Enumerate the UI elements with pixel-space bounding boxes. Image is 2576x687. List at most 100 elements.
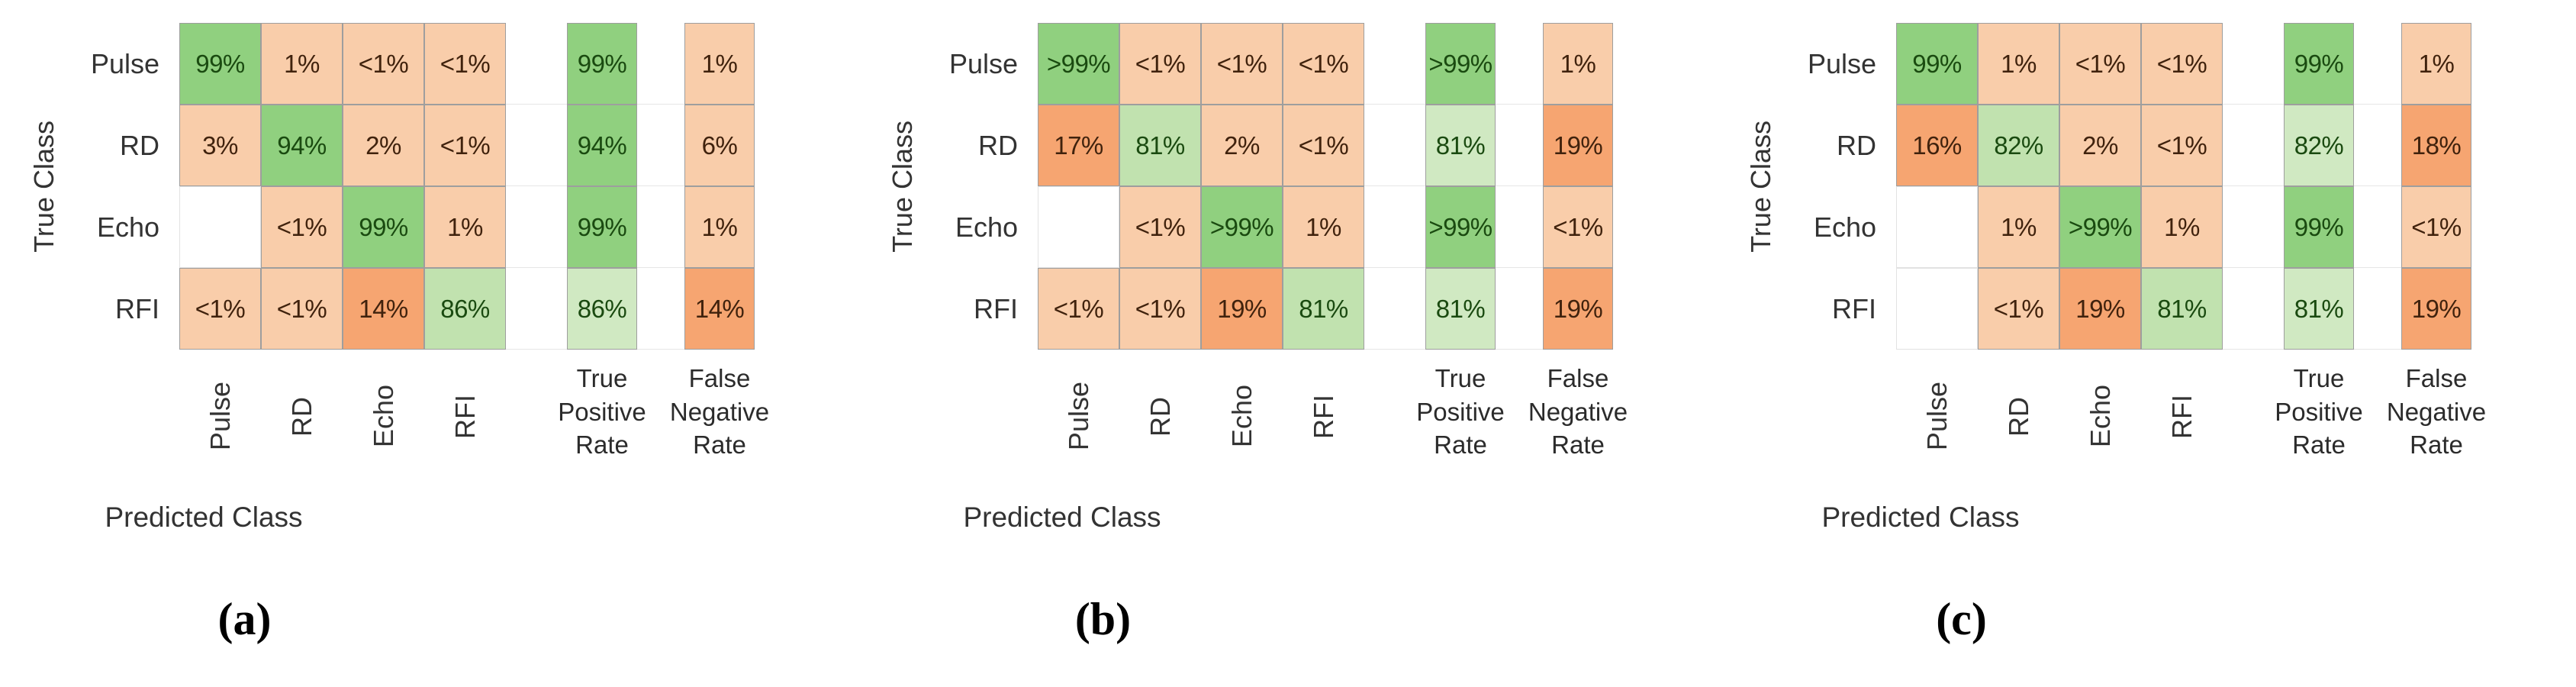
matrix-cell: 1% <box>2141 186 2223 268</box>
row-label-pulse: Pulse <box>1807 47 1876 79</box>
confusion-matrix-grid-c: True Class True Positive Rate False Nega… <box>1740 0 2575 687</box>
matrix-cell: 2% <box>343 105 424 186</box>
matrix-cell: 86% <box>424 268 506 350</box>
tpr-cell: 99% <box>2284 23 2354 105</box>
gap-line <box>1496 105 1543 186</box>
matrix-cell: 99% <box>179 23 261 105</box>
gap-line <box>506 268 567 350</box>
tpr-column-header: True Positive Rate <box>1416 364 1505 460</box>
y-axis-label: True Class <box>1744 120 1776 253</box>
tpr-cell: 94% <box>567 105 637 186</box>
matrix-cell: <1% <box>1978 268 2059 350</box>
matrix-cell: <1% <box>1283 105 1364 186</box>
fnr-cell: <1% <box>2401 186 2471 268</box>
matrix-cell: 1% <box>1283 186 1364 268</box>
gap-line <box>637 268 684 350</box>
panel-c: True Class True Positive Rate False Nega… <box>1717 0 2575 687</box>
col-label-rfi: RFI <box>1307 394 1339 439</box>
x-axis-label: Predicted Class <box>1821 502 2020 533</box>
matrix-cell: <1% <box>179 268 261 350</box>
fnr-cell: 1% <box>684 23 755 105</box>
gap-line <box>2354 23 2401 105</box>
matrix-cell: 2% <box>2059 105 2141 186</box>
matrix-cell: 1% <box>1978 23 2059 105</box>
gap-line <box>1364 186 1425 268</box>
matrix-cell: 82% <box>1978 105 2059 186</box>
gap-line <box>2223 23 2284 105</box>
matrix-cell <box>1038 186 1119 268</box>
tpr-cell: 86% <box>567 268 637 350</box>
panel-b: True Class True Positive Rate False Nega… <box>858 0 1717 687</box>
matrix-cell: 81% <box>2141 268 2223 350</box>
fnr-column-header: False Negative Rate <box>2386 364 2487 460</box>
matrix-cell: >99% <box>1201 186 1283 268</box>
fnr-column-header: False Negative Rate <box>1528 364 1628 460</box>
matrix-cell: 1% <box>1978 186 2059 268</box>
gap-line <box>637 23 684 105</box>
matrix-cell: 81% <box>1283 268 1364 350</box>
row-label-rd: RD <box>120 129 159 161</box>
tpr-cell: 99% <box>567 186 637 268</box>
fnr-cell: 6% <box>684 105 755 186</box>
tpr-cell: 81% <box>1425 105 1496 186</box>
gap-line <box>2354 268 2401 350</box>
fnr-cell: 14% <box>684 268 755 350</box>
matrix-cell: <1% <box>343 23 424 105</box>
matrix-cell: <1% <box>1038 268 1119 350</box>
matrix-cell: <1% <box>1201 23 1283 105</box>
matrix-cell: <1% <box>1119 23 1201 105</box>
panel-caption: (c) <box>1936 594 1987 644</box>
row-label-rfi: RFI <box>974 292 1018 324</box>
x-axis-label: Predicted Class <box>963 502 1161 533</box>
row-label-echo: Echo <box>1813 211 1876 243</box>
gap-line <box>506 186 567 268</box>
fnr-cell: 1% <box>2401 23 2471 105</box>
tpr-cell: 82% <box>2284 105 2354 186</box>
matrix-cell: 1% <box>424 186 506 268</box>
matrix-cell: 16% <box>1896 105 1978 186</box>
gap-line <box>1364 23 1425 105</box>
gap-line <box>2223 105 2284 186</box>
tpr-cell: 81% <box>1425 268 1496 350</box>
matrix-cell: <1% <box>424 23 506 105</box>
col-label-pulse: Pulse <box>1921 382 1953 451</box>
fnr-cell: 18% <box>2401 105 2471 186</box>
matrix-cell: <1% <box>2141 105 2223 186</box>
fnr-cell: 19% <box>1543 105 1613 186</box>
fnr-cell: <1% <box>1543 186 1613 268</box>
col-label-echo: Echo <box>1225 385 1257 448</box>
fnr-cell: 1% <box>684 186 755 268</box>
y-axis-label: True Class <box>886 120 918 253</box>
matrix-cell: <1% <box>424 105 506 186</box>
matrix-cell: 99% <box>1896 23 1978 105</box>
row-label-pulse: Pulse <box>90 47 159 79</box>
row-label-rd: RD <box>978 129 1018 161</box>
matrix-cell: <1% <box>2059 23 2141 105</box>
col-label-pulse: Pulse <box>204 382 236 451</box>
matrix-cell: <1% <box>261 268 343 350</box>
gap-line <box>1364 105 1425 186</box>
tpr-cell: 81% <box>2284 268 2354 350</box>
tpr-cell: 99% <box>2284 186 2354 268</box>
panel-a: True Class True Positive Rate False Nega… <box>0 0 858 687</box>
matrix-cell: <1% <box>261 186 343 268</box>
col-label-echo: Echo <box>2084 385 2116 448</box>
matrix-cell: <1% <box>1283 23 1364 105</box>
matrix-cell: 94% <box>261 105 343 186</box>
col-label-pulse: Pulse <box>1062 382 1094 451</box>
matrix-cell: 81% <box>1119 105 1201 186</box>
gap-line <box>2223 268 2284 350</box>
col-label-rd: RD <box>2002 396 2034 437</box>
gap-line <box>2354 105 2401 186</box>
matrix-cell <box>1896 186 1978 268</box>
col-label-rd: RD <box>285 396 317 437</box>
tpr-cell: 99% <box>567 23 637 105</box>
row-label-rfi: RFI <box>115 292 159 324</box>
confusion-matrix-grid-a: True Class True Positive Rate False Nega… <box>23 0 858 687</box>
matrix-cell: 2% <box>1201 105 1283 186</box>
row-label-pulse: Pulse <box>948 47 1018 79</box>
fnr-cell: 19% <box>2401 268 2471 350</box>
row-label-echo: Echo <box>96 211 159 243</box>
fnr-column-header: False Negative Rate <box>669 364 770 460</box>
